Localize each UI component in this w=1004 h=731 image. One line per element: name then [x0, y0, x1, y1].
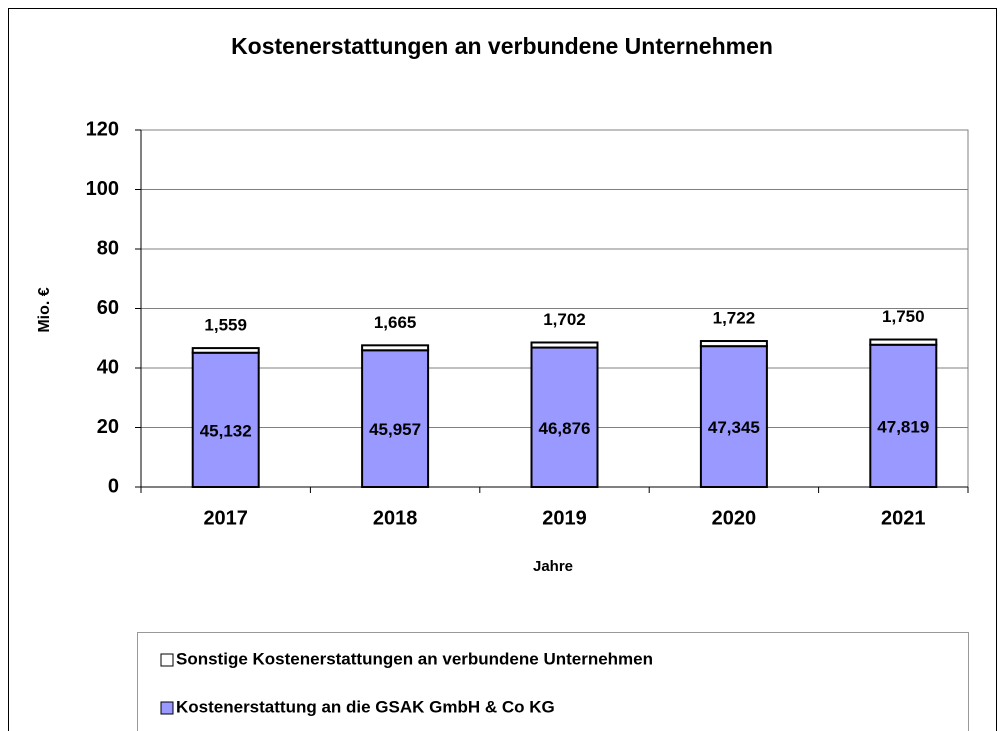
- bar-segment: [699, 340, 768, 348]
- x-tick-label: 2021: [881, 507, 926, 529]
- bar-segment: [361, 349, 430, 488]
- legend-swatch: [160, 653, 174, 667]
- x-tick-label: 2018: [373, 507, 418, 529]
- x-tick-label: 2019: [542, 507, 587, 529]
- data-label: 1,559: [204, 316, 247, 335]
- x-axis-title: Jahre: [533, 558, 573, 575]
- bar-segment: [361, 344, 430, 352]
- bar-segment: [699, 345, 768, 488]
- data-label: 45,132: [200, 421, 252, 440]
- data-label: 47,345: [708, 418, 760, 437]
- legend-label: Sonstige Kostenerstattungen an verbunden…: [176, 649, 653, 668]
- bar-segment: [869, 338, 938, 346]
- y-tick-label: 20: [97, 416, 119, 438]
- data-label: 46,876: [539, 419, 591, 438]
- legend-swatch: [160, 701, 174, 715]
- y-tick-label: 60: [97, 297, 119, 319]
- bar-segment: [530, 346, 599, 489]
- data-label: 47,819: [877, 417, 929, 436]
- legend-label: Kostenerstattung an die GSAK GmbH & Co K…: [176, 697, 555, 716]
- x-tick-label: 2017: [203, 507, 248, 529]
- y-tick-label: 0: [108, 475, 119, 497]
- bar-segment: [530, 341, 599, 349]
- y-tick-label: 120: [86, 118, 119, 140]
- bar-segment: [191, 347, 260, 354]
- data-label: 45,957: [369, 420, 421, 439]
- y-axis-title: Mio. €: [36, 287, 53, 332]
- data-label: 1,702: [543, 310, 586, 329]
- y-tick-label: 100: [86, 178, 119, 200]
- legend: [137, 632, 969, 731]
- data-label: 1,722: [713, 309, 756, 328]
- y-tick-label: 40: [97, 356, 119, 378]
- data-label: 1,665: [374, 313, 417, 332]
- x-tick-label: 2020: [712, 507, 757, 529]
- data-label: 1,750: [882, 307, 925, 326]
- chart-title: Kostenerstattungen an verbundene Unterne…: [231, 33, 773, 59]
- bar-segment: [869, 343, 938, 488]
- y-tick-label: 80: [97, 237, 119, 259]
- bar-segment: [191, 351, 260, 488]
